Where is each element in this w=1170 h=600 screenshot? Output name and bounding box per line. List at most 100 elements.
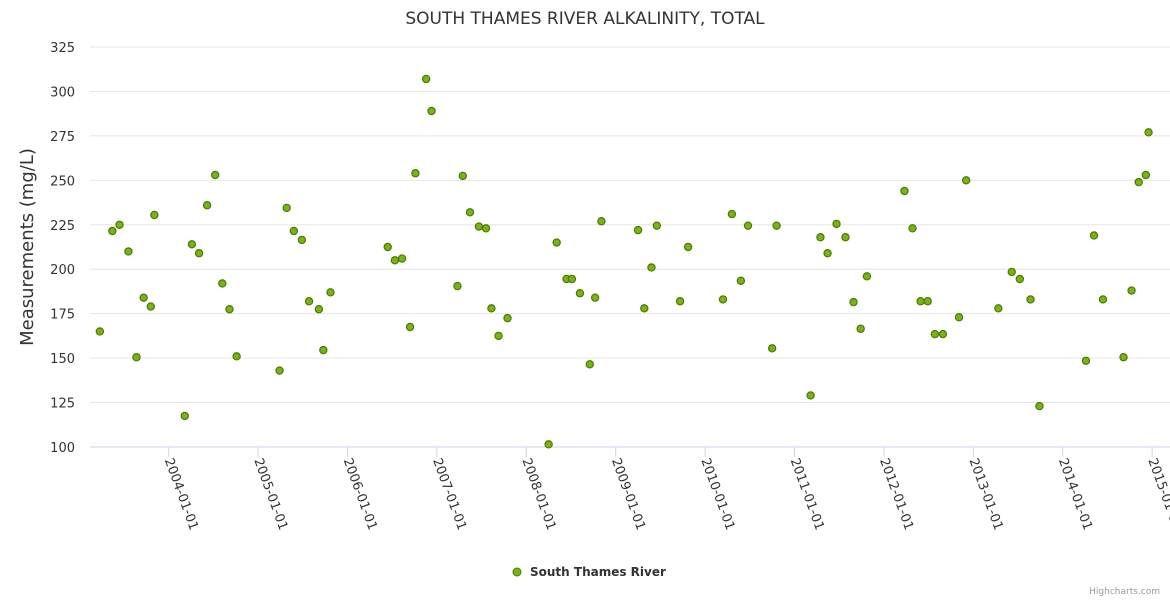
data-point bbox=[1089, 231, 1099, 240]
data-point bbox=[683, 242, 693, 252]
y-axis-label: Measurements (mg/L) bbox=[17, 148, 38, 346]
data-point bbox=[187, 240, 197, 249]
x-tick-label: 2012-01-01 bbox=[876, 456, 916, 532]
data-point bbox=[458, 171, 468, 181]
data-point bbox=[849, 297, 858, 307]
data-point bbox=[727, 209, 737, 219]
data-point bbox=[1127, 286, 1136, 295]
data-point bbox=[552, 238, 561, 247]
data-point bbox=[633, 225, 643, 235]
data-point bbox=[908, 224, 917, 233]
data-point bbox=[1144, 128, 1153, 137]
data-point bbox=[503, 313, 512, 323]
legend-marker bbox=[512, 567, 522, 577]
legend-label: South Thames River bbox=[530, 565, 666, 579]
x-tick-label: 2006-01-01 bbox=[340, 456, 380, 532]
data-point bbox=[575, 289, 585, 298]
data-point bbox=[597, 217, 606, 226]
x-tick-label: 2013-01-01 bbox=[966, 456, 1006, 532]
data-point bbox=[772, 221, 781, 230]
data-point bbox=[743, 221, 753, 230]
data-point bbox=[900, 186, 909, 196]
x-tick-label: 2007-01-01 bbox=[429, 456, 469, 532]
data-point bbox=[718, 295, 728, 304]
data-point bbox=[1015, 274, 1025, 284]
y-tick-label: 325 bbox=[50, 41, 75, 56]
x-tick-label: 2010-01-01 bbox=[697, 456, 737, 532]
data-point bbox=[1141, 170, 1151, 180]
data-point bbox=[194, 249, 204, 258]
x-tick-label: 2004-01-01 bbox=[161, 456, 201, 532]
data-point bbox=[132, 353, 141, 362]
data-point bbox=[1026, 295, 1035, 304]
x-tick-label: 2005-01-01 bbox=[250, 456, 290, 532]
data-point bbox=[297, 235, 307, 245]
data-point bbox=[1035, 401, 1044, 411]
y-tick-label: 150 bbox=[50, 352, 75, 367]
data-point bbox=[930, 329, 940, 339]
data-point bbox=[180, 411, 189, 421]
data-point bbox=[95, 327, 105, 336]
data-point bbox=[544, 440, 553, 449]
data-point bbox=[390, 256, 400, 265]
data-point bbox=[1007, 267, 1016, 277]
x-axis-ticks: 2004-01-01 2005-01-01 2006-01-01 2007-01-01… bbox=[161, 447, 1170, 532]
data-point bbox=[108, 226, 117, 236]
data-point bbox=[494, 331, 503, 341]
data-point bbox=[816, 233, 825, 242]
x-tick-label: 2008-01-01 bbox=[519, 456, 559, 532]
y-tick-label: 300 bbox=[50, 85, 75, 100]
data-point bbox=[427, 106, 436, 116]
data-point bbox=[1098, 295, 1108, 304]
x-tick-label: 2015-01-01 bbox=[1144, 456, 1170, 532]
data-point bbox=[590, 293, 600, 302]
data-point bbox=[115, 220, 124, 229]
data-point bbox=[275, 366, 284, 375]
data-point bbox=[994, 304, 1003, 313]
grid-lines bbox=[90, 46, 1170, 448]
data-point bbox=[916, 297, 925, 306]
y-tick-label: 225 bbox=[50, 219, 75, 234]
data-point bbox=[1081, 356, 1091, 365]
data-point bbox=[225, 305, 234, 314]
chart-title: SOUTH THAMES RIVER ALKALINITY, TOTAL bbox=[405, 9, 765, 29]
data-point bbox=[397, 254, 407, 263]
data-point bbox=[124, 247, 133, 256]
legend-item[interactable]: South Thames River bbox=[512, 565, 666, 579]
data-point bbox=[1134, 177, 1143, 187]
data-point bbox=[823, 249, 832, 258]
data-point bbox=[202, 201, 212, 210]
data-point bbox=[841, 233, 850, 242]
y-tick-label: 200 bbox=[50, 263, 75, 278]
data-point bbox=[282, 203, 291, 213]
data-point bbox=[567, 274, 577, 284]
data-point bbox=[139, 293, 148, 302]
data-point bbox=[832, 219, 841, 229]
x-tick-label: 2011-01-01 bbox=[787, 456, 827, 532]
data-point bbox=[954, 313, 964, 322]
data-point bbox=[856, 324, 865, 333]
data-point bbox=[652, 221, 662, 230]
data-point bbox=[1119, 353, 1128, 362]
data-point bbox=[487, 304, 496, 313]
y-axis-ticks: 100 125 150 175 200 225 250 275 300 325 bbox=[50, 41, 75, 456]
y-tick-label: 175 bbox=[50, 308, 75, 323]
data-point bbox=[767, 344, 777, 353]
data-point bbox=[647, 263, 656, 272]
y-tick-label: 250 bbox=[50, 174, 75, 189]
data-point bbox=[146, 302, 155, 311]
data-point bbox=[675, 297, 685, 306]
data-point bbox=[806, 391, 815, 400]
data-point bbox=[319, 345, 328, 355]
data-point bbox=[314, 305, 324, 314]
data-point bbox=[405, 322, 415, 332]
x-tick-label: 2009-01-01 bbox=[608, 456, 648, 532]
credits-link[interactable]: Highcharts.com bbox=[1089, 587, 1160, 597]
y-tick-label: 125 bbox=[50, 397, 75, 412]
data-point bbox=[421, 74, 431, 84]
y-tick-label: 100 bbox=[50, 441, 75, 456]
data-point bbox=[411, 169, 420, 178]
data-point bbox=[383, 242, 392, 252]
data-point bbox=[218, 279, 227, 288]
